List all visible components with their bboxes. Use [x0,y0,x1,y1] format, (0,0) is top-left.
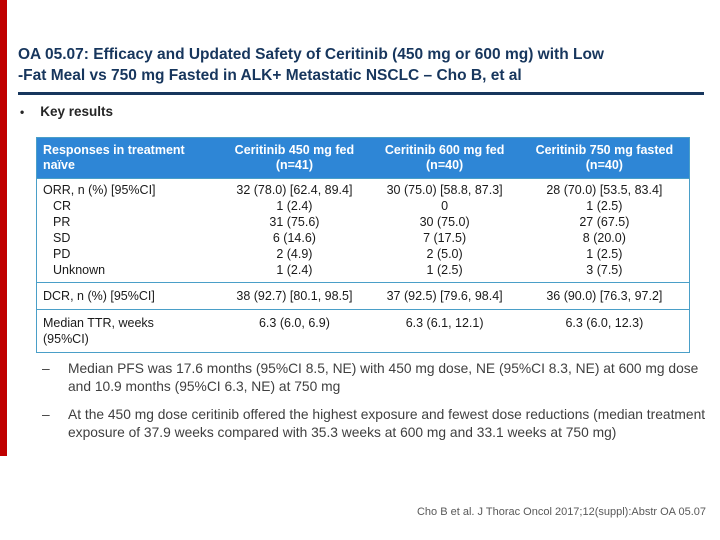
table-cell: 6 (14.6) [272,231,316,245]
table-row-sd: SD 6 (14.6) 7 (17.5) 8 (20.0) [37,230,690,246]
header-sublabel: (n=40) [585,158,623,172]
left-accent-bar [0,0,7,456]
table-cell: 8 (20.0) [582,231,626,245]
title-divider [18,92,704,95]
dash-bullet-icon: – [42,407,50,422]
key-results-bullet: • Key results [20,104,700,119]
header-label: Ceritinib 600 mg fed [384,143,505,157]
slide-title-line1: OA 05.07: Efficacy and Updated Safety of… [18,46,604,63]
table-cell: 7 (17.5) [423,231,467,245]
table-cell: 0 [441,199,449,213]
table-cell: 28 (70.0) [53.5, 83.4] [546,183,663,197]
row-label-line2: (95%CI) [43,332,89,346]
row-label-line1: Median TTR, weeks [43,316,154,330]
table-row-pd: PD 2 (4.9) 2 (5.0) 1 (2.5) [37,246,690,262]
table-cell: 30 (75.0) [58.8, 87.3] [386,183,503,197]
slide-title-line2: -Fat Meal vs 750 mg Fasted in ALK+ Metas… [18,67,522,84]
table-cell: 31 (75.6) [269,215,320,229]
header-sublabel: (n=41) [275,158,313,172]
row-label: ORR, n (%) [95%CI] [43,183,156,197]
header-cell-responses: Responses in treatment naïve [36,137,220,179]
table-cell: 32 (78.0) [62.4, 89.4] [236,183,353,197]
results-table: Responses in treatment naïve Ceritinib 4… [36,137,690,353]
table-row-orr: ORR, n (%) [95%CI] 32 (78.0) [62.4, 89.4… [37,179,690,199]
header-label: Responses in treatment naïve [43,143,185,172]
header-label: Ceritinib 450 mg fed [234,143,355,157]
orr-group: ORR, n (%) [95%CI] 32 (78.0) [62.4, 89.4… [36,178,690,283]
table-cell: 37 (92.5) [79.6, 98.4] [386,289,503,303]
ttr-group: Median TTR, weeks (95%CI) 6.3 (6.0, 6.9)… [36,309,690,353]
sub-bullet-exposure: – At the 450 mg dose ceritinib offered t… [42,406,706,441]
table-row-unknown: Unknown 1 (2.4) 1 (2.5) 3 (7.5) [37,262,690,283]
sub-bullet-text: At the 450 mg dose ceritinib offered the… [68,407,706,440]
table-cell: 36 (90.0) [76.3, 97.2] [546,289,663,303]
table-cell: 3 (7.5) [586,263,623,277]
table-cell: 38 (92.7) [80.1, 98.5] [236,289,353,303]
row-label: PR [53,215,71,229]
slide-title: OA 05.07: Efficacy and Updated Safety of… [18,44,706,86]
header-label: Ceritinib 750 mg fasted [535,143,674,157]
table-cell: 1 (2.4) [276,199,313,213]
results-table-header: Responses in treatment naïve Ceritinib 4… [36,137,690,179]
sub-bullet-list: – Median PFS was 17.6 months (95%CI 8.5,… [42,360,706,452]
table-row-ttr: Median TTR, weeks (95%CI) 6.3 (6.0, 6.9)… [37,310,690,353]
table-row-pr: PR 31 (75.6) 30 (75.0) 27 (67.5) [37,214,690,230]
header-cell-750mg: Ceritinib 750 mg fasted (n=40) [519,137,690,179]
table-cell: 2 (4.9) [276,247,313,261]
table-cell: 6.3 (6.0, 6.9) [258,316,330,330]
row-label: PD [53,247,71,261]
table-cell: 1 (2.4) [276,263,313,277]
row-label: Median TTR, weeks (95%CI) [37,310,220,353]
table-row-dcr: DCR, n (%) [95%CI] 38 (92.7) [80.1, 98.5… [37,283,690,310]
header-sublabel: (n=40) [426,158,464,172]
table-cell: 30 (75.0) [419,215,470,229]
table-cell: 1 (2.5) [586,247,623,261]
dcr-group: DCR, n (%) [95%CI] 38 (92.7) [80.1, 98.5… [36,282,690,310]
table-cell: 6.3 (6.0, 12.3) [565,316,644,330]
bullet-dot-icon: • [20,105,25,119]
row-label: Unknown [53,263,106,277]
row-label: DCR, n (%) [95%CI] [43,289,155,303]
table-cell: 1 (2.5) [586,199,623,213]
table-cell: 2 (5.0) [426,247,463,261]
header-cell-600mg: Ceritinib 600 mg fed (n=40) [369,137,520,179]
sub-bullet-pfs: – Median PFS was 17.6 months (95%CI 8.5,… [42,360,706,395]
row-label: CR [53,199,72,213]
dash-bullet-icon: – [42,361,50,376]
header-row: Responses in treatment naïve Ceritinib 4… [36,137,690,179]
key-results-label: Key results [40,104,113,119]
table-cell: 27 (67.5) [579,215,630,229]
header-cell-450mg: Ceritinib 450 mg fed (n=41) [219,137,370,179]
table-cell: 6.3 (6.1, 12.1) [405,316,484,330]
sub-bullet-text: Median PFS was 17.6 months (95%CI 8.5, N… [68,361,699,394]
table-row-cr: CR 1 (2.4) 0 1 (2.5) [37,198,690,214]
table-cell: 1 (2.5) [426,263,463,277]
citation: Cho B et al. J Thorac Oncol 2017;12(supp… [416,506,706,518]
row-label: SD [53,231,71,245]
